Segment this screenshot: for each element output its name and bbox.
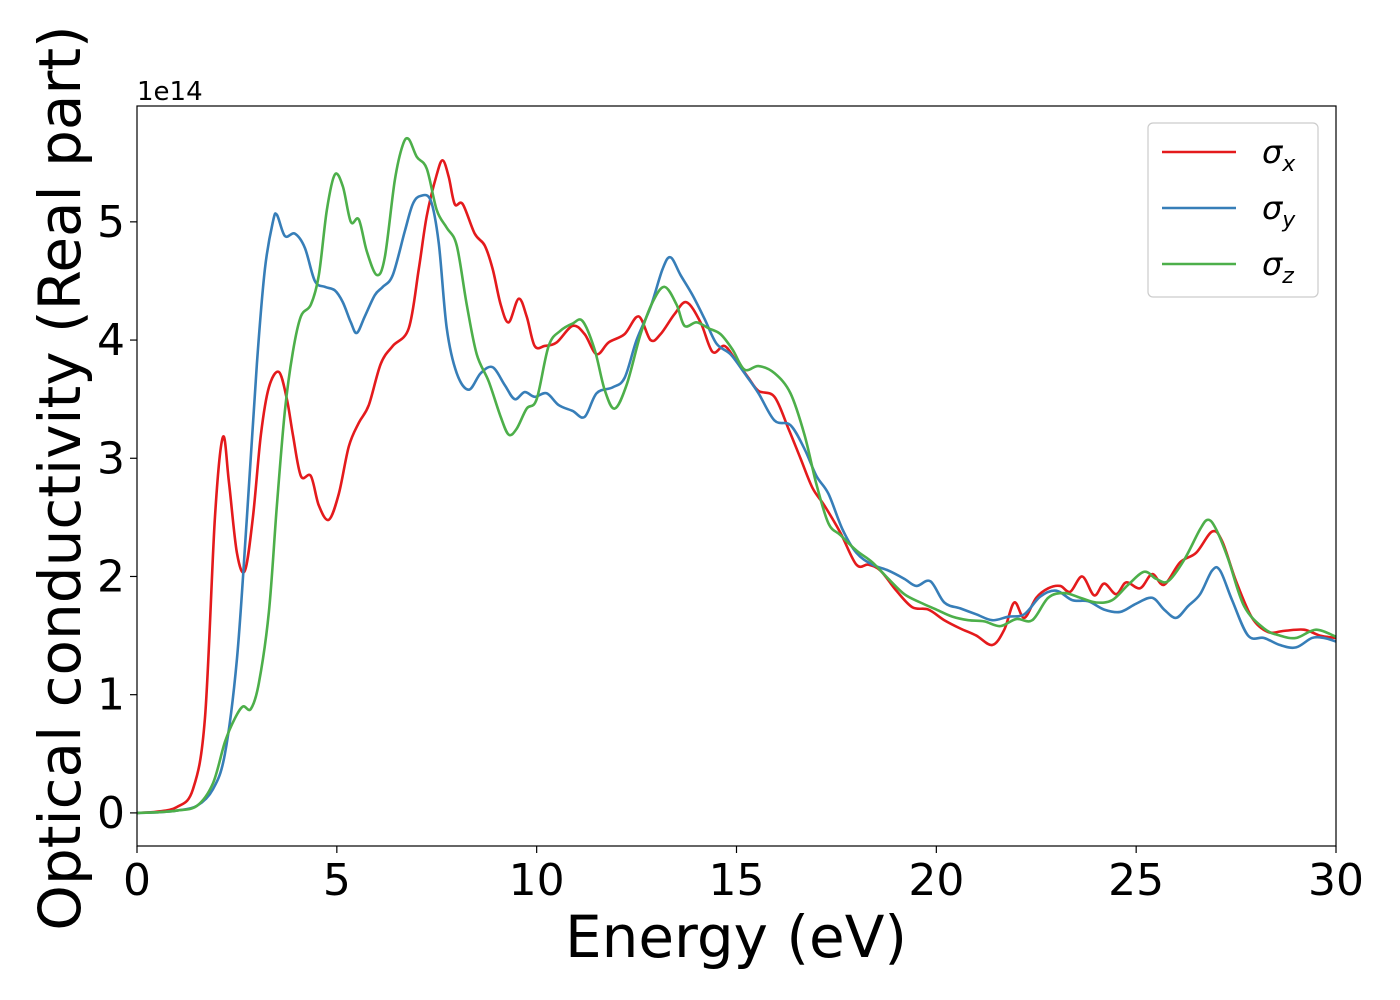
y-tick-label: 2: [97, 551, 125, 602]
x-tick-label: 5: [323, 855, 351, 906]
x-tick-label: 15: [709, 855, 765, 906]
x-tick-label: 0: [123, 855, 151, 906]
x-tick-label: 20: [908, 855, 964, 906]
y-axis-label: Optical conductivity (Real part): [26, 25, 94, 930]
series-line-3: [137, 136, 1336, 815]
x-tick-label: 30: [1308, 855, 1364, 906]
y-tick-label: 4: [97, 315, 125, 366]
series-line-1: [137, 159, 1336, 815]
legend-box: [1147, 122, 1319, 298]
y-tick-label: 1: [97, 670, 125, 721]
legend-label-3: σz: [1262, 245, 1294, 289]
series-layer: [137, 136, 1336, 815]
x-tick-label: 10: [509, 855, 565, 906]
legend-label-1: σx: [1262, 133, 1296, 177]
x-axis-label: Energy (eV): [565, 903, 907, 971]
y-axis: 0 1 2 3 4 5: [97, 197, 137, 839]
y-tick-label: 5: [97, 197, 125, 248]
x-axis: 0 5 10 15 20 25 30: [123, 846, 1364, 906]
y-offset-text: 1e14: [137, 77, 203, 107]
x-tick-label: 25: [1108, 855, 1164, 906]
legend-label-2: σy: [1262, 189, 1296, 233]
y-tick-label: 3: [97, 433, 125, 484]
y-tick-label: 0: [97, 788, 125, 839]
legend: σx σy σz: [1147, 122, 1319, 298]
